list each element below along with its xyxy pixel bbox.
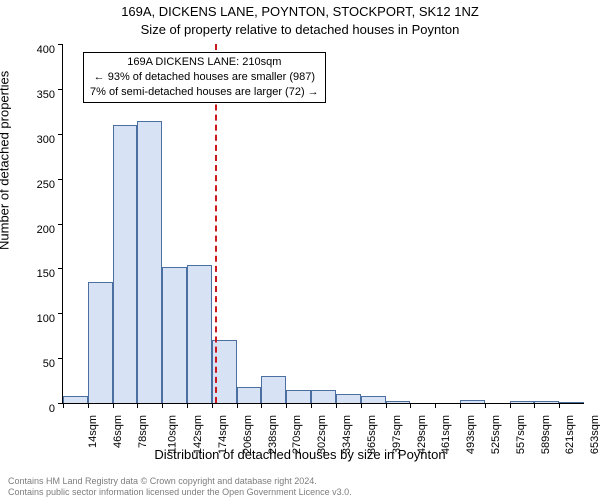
histogram-bar [187, 265, 212, 403]
x-tick-mark [88, 403, 89, 408]
histogram-bar [311, 390, 336, 403]
x-tick-mark [510, 403, 511, 408]
histogram-bar [361, 396, 386, 403]
x-tick-mark [410, 403, 411, 408]
x-tick-mark [336, 403, 337, 408]
x-tick-mark [63, 403, 64, 408]
footer-line1: Contains HM Land Registry data © Crown c… [8, 476, 352, 487]
footer-line2: Contains public sector information licen… [8, 487, 352, 498]
chart-title-line2: Size of property relative to detached ho… [0, 22, 600, 37]
x-tick-mark [386, 403, 387, 408]
annotation-line1: 169A DICKENS LANE: 210sqm [90, 55, 319, 70]
x-tick-mark [559, 403, 560, 408]
y-tick-label: 150 [23, 268, 63, 280]
x-tick-mark [212, 403, 213, 408]
x-tick-mark [261, 403, 262, 408]
x-tick-mark [286, 403, 287, 408]
x-tick-label: 78sqm [137, 415, 149, 448]
histogram-bar [559, 402, 584, 403]
histogram-bar [113, 125, 138, 403]
y-tick-label: 250 [23, 179, 63, 191]
y-tick-label: 100 [23, 313, 63, 325]
histogram-bar [162, 267, 187, 403]
x-tick-mark [534, 403, 535, 408]
y-axis-label: Number of detached properties [0, 71, 12, 250]
y-tick-label: 0 [23, 403, 63, 415]
x-tick-mark [361, 403, 362, 408]
x-axis-label: Distribution of detached houses by size … [0, 447, 600, 462]
histogram-bar [336, 394, 361, 403]
histogram-bar [386, 401, 411, 403]
x-tick-mark [113, 403, 114, 408]
chart-container: 169A, DICKENS LANE, POYNTON, STOCKPORT, … [0, 0, 600, 500]
x-tick-label: 14sqm [87, 415, 99, 448]
y-tick-label: 300 [23, 134, 63, 146]
histogram-bar [534, 401, 559, 403]
histogram-bar [63, 396, 88, 403]
x-tick-mark [311, 403, 312, 408]
histogram-bar [237, 387, 262, 403]
x-tick-mark [237, 403, 238, 408]
chart-title-line1: 169A, DICKENS LANE, POYNTON, STOCKPORT, … [0, 4, 600, 19]
histogram-bar [261, 376, 286, 403]
x-tick-mark [485, 403, 486, 408]
annotation-box: 169A DICKENS LANE: 210sqm ← 93% of detac… [83, 52, 326, 103]
y-tick-label: 350 [23, 89, 63, 101]
y-tick-label: 200 [23, 224, 63, 236]
x-tick-mark [460, 403, 461, 408]
y-tick-label: 400 [23, 44, 63, 56]
histogram-bar [286, 390, 311, 403]
x-tick-mark [435, 403, 436, 408]
plot-area: 05010015020025030035040014sqm46sqm78sqm1… [62, 44, 584, 404]
histogram-bar [137, 121, 162, 403]
x-tick-label: 46sqm [112, 415, 124, 448]
histogram-bar [510, 401, 535, 403]
footer-attribution: Contains HM Land Registry data © Crown c… [8, 476, 352, 498]
histogram-bar [460, 400, 485, 403]
annotation-line3: 7% of semi-detached houses are larger (7… [90, 85, 319, 100]
y-tick-label: 50 [23, 358, 63, 370]
x-tick-mark [162, 403, 163, 408]
x-tick-mark [137, 403, 138, 408]
x-tick-mark [187, 403, 188, 408]
histogram-bar [88, 282, 113, 403]
annotation-line2: ← 93% of detached houses are smaller (98… [90, 70, 319, 85]
